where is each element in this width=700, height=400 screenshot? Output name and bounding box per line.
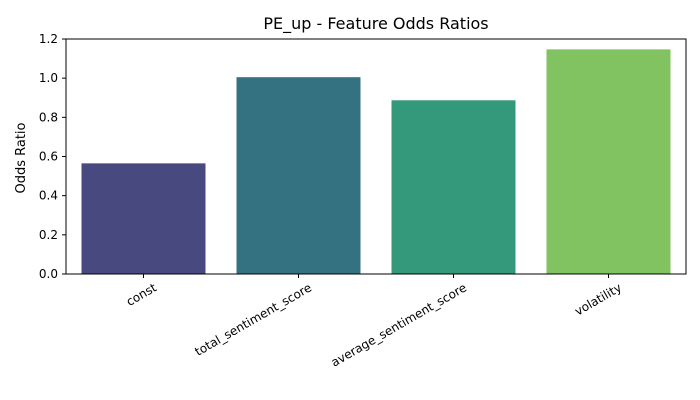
- x-tick-label: volatility: [572, 280, 624, 318]
- y-axis-label: Odds Ratio: [14, 122, 29, 193]
- bar-const: [81, 163, 206, 274]
- bars-group: [81, 49, 671, 274]
- plot-frame: [65, 38, 687, 275]
- y-tick-label: 0.6: [39, 150, 58, 164]
- y-axis-ticks: 0.0 0.2 0.4 0.6 0.8 1.0 1.2: [39, 32, 66, 281]
- chart-title: PE_up - Feature Odds Ratios: [263, 14, 488, 34]
- x-axis-ticks: const total_sentiment_score average_sentim…: [124, 274, 624, 370]
- y-tick-label: 1.0: [39, 71, 58, 85]
- y-tick-label: 0.4: [39, 189, 58, 203]
- bar-volatility: [546, 49, 671, 274]
- x-tick-label: const: [124, 280, 159, 309]
- y-tick-label: 0.0: [39, 267, 58, 281]
- bar-average-sentiment-score: [391, 100, 516, 274]
- bar-total-sentiment-score: [236, 77, 361, 274]
- x-tick-label: total_sentiment_score: [192, 280, 314, 358]
- x-tick-label: average_sentiment_score: [329, 280, 469, 369]
- y-tick-label: 1.2: [39, 32, 58, 46]
- y-tick-label: 0.2: [39, 228, 58, 242]
- y-tick-label: 0.8: [39, 110, 58, 124]
